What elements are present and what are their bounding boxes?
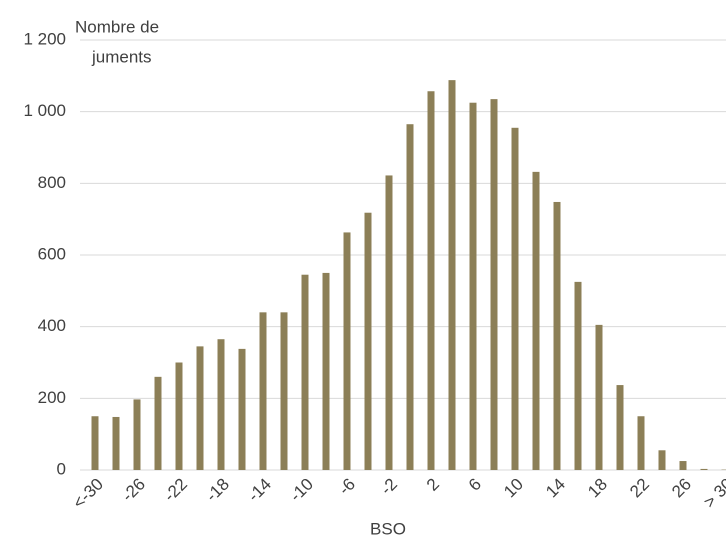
bar	[259, 312, 267, 470]
x-tick-label: 10	[500, 475, 527, 502]
bar	[469, 102, 477, 470]
bar	[553, 201, 561, 470]
y-tick-label: 400	[38, 316, 66, 335]
y-tick-label: 800	[38, 173, 66, 192]
bar	[154, 376, 162, 470]
bar	[700, 468, 708, 470]
bar	[196, 346, 204, 470]
bar	[301, 274, 309, 470]
bar	[238, 348, 246, 470]
x-tick-label: -22	[160, 475, 191, 506]
bar	[532, 171, 540, 470]
bar	[595, 324, 603, 470]
bar	[511, 127, 519, 471]
x-tick-label: 22	[626, 475, 653, 502]
bar	[343, 232, 351, 470]
bar	[427, 91, 435, 470]
x-tick-label: 2	[423, 475, 443, 495]
bar	[406, 124, 414, 470]
bar	[112, 416, 120, 470]
bar	[280, 312, 288, 470]
x-tick-label: -10	[286, 475, 317, 506]
x-tick-label: 18	[584, 475, 611, 502]
bar	[448, 80, 456, 470]
bar	[217, 339, 225, 470]
y-tick-label: 600	[38, 244, 66, 263]
x-tick-label: -2	[377, 475, 401, 499]
x-tick-label: 14	[542, 475, 569, 502]
bar	[175, 362, 183, 470]
bar	[490, 99, 498, 470]
y-tick-label: 1 000	[23, 101, 66, 120]
y-tick-label: 0	[57, 459, 66, 478]
bar	[574, 281, 582, 470]
x-tick-label: -18	[202, 475, 233, 506]
bar	[385, 175, 393, 470]
bar	[637, 416, 645, 470]
x-tick-label: 26	[668, 475, 695, 502]
bar	[322, 272, 330, 470]
x-tick-label: -6	[335, 475, 359, 499]
y-axis-label: juments	[91, 47, 152, 66]
bar	[679, 461, 687, 470]
bar	[133, 399, 141, 470]
x-tick-label: -14	[244, 475, 275, 506]
bar	[91, 416, 99, 470]
y-tick-label: 1 200	[23, 29, 66, 48]
x-tick-label: 6	[465, 475, 485, 495]
y-tick-label: 200	[38, 388, 66, 407]
bar	[616, 385, 624, 470]
x-tick-label: <-30	[69, 475, 107, 513]
x-axis-label: BSO	[370, 519, 406, 538]
y-axis-label: Nombre de	[75, 17, 159, 36]
bar	[364, 212, 372, 470]
x-tick-label: -26	[118, 475, 149, 506]
bar	[658, 450, 666, 470]
x-tick-label: > 30	[700, 475, 726, 512]
